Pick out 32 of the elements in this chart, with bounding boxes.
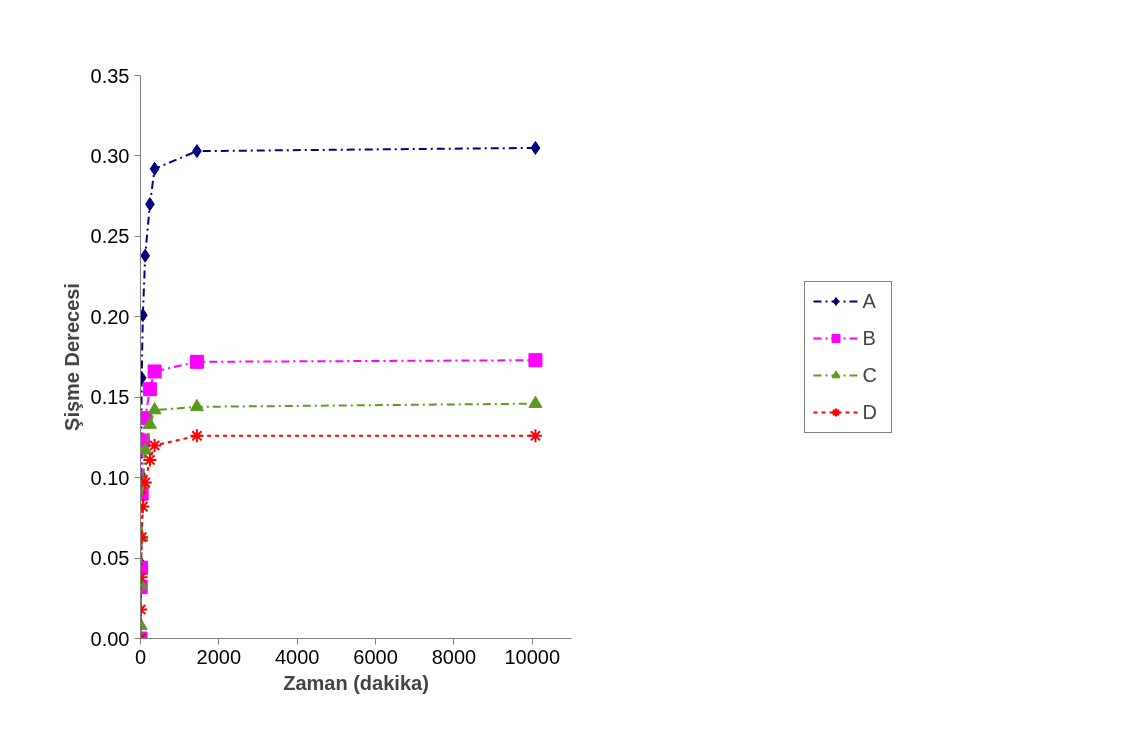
y-tick-label: 0.05 (90, 547, 130, 570)
legend-label: C (862, 363, 878, 387)
point (140, 442, 153, 455)
legend-label: A (862, 289, 877, 313)
point (147, 402, 162, 415)
y-tick-label: 0.10 (90, 466, 130, 489)
x-tick-label: 0 (134, 645, 147, 668)
point (189, 398, 204, 412)
point (142, 382, 157, 397)
y-tick-label: 0.35 (90, 64, 130, 87)
legend-label: D (862, 400, 878, 424)
x-axis-title: Zaman (dakika) (283, 671, 429, 694)
point (528, 395, 543, 408)
y-tick-label: 0.20 (90, 305, 130, 328)
point (189, 354, 204, 369)
y-tick-label: 0.25 (90, 225, 130, 248)
point (142, 416, 157, 429)
point (147, 364, 162, 379)
point (140, 248, 151, 263)
x-tick-label: 6000 (353, 645, 398, 668)
point (530, 140, 541, 155)
legend-label: B (862, 326, 877, 350)
x-tick-label: 10000 (504, 645, 561, 668)
y-axis-title: Şişme Derecesi (60, 283, 83, 431)
y-tick-label: 0.00 (90, 627, 130, 650)
point (149, 161, 160, 176)
point (528, 353, 543, 368)
x-tick-label: 4000 (274, 645, 320, 668)
y-tick-label: 0.30 (90, 144, 130, 167)
y-tick-label: 0.15 (90, 386, 130, 409)
x-tick-label: 2000 (196, 645, 242, 668)
x-tick-label: 8000 (431, 645, 477, 668)
